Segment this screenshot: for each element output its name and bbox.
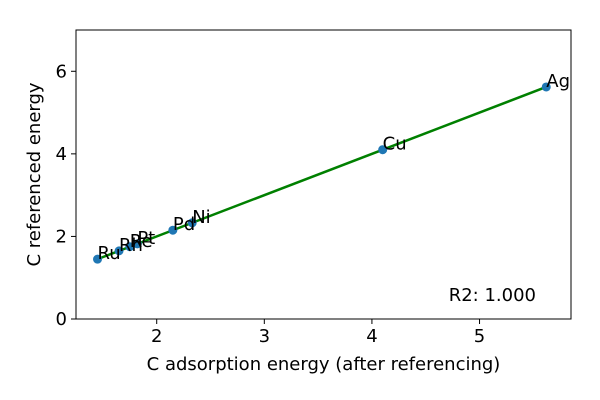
y-tick-label: 0 bbox=[56, 309, 67, 330]
point-label-ag: Ag bbox=[546, 71, 570, 92]
x-tick-label: 5 bbox=[474, 326, 485, 347]
data-point-pd bbox=[168, 225, 178, 235]
data-point-pt bbox=[132, 239, 142, 249]
point-label-ru: Ru bbox=[98, 243, 121, 264]
point-label-ni: Ni bbox=[192, 207, 210, 228]
x-axis-label: C adsorption energy (after referencing) bbox=[147, 354, 501, 375]
point-label-re: Re bbox=[130, 231, 153, 252]
x-ticks: 2 3 4 5 bbox=[151, 319, 485, 347]
point-label-pt: Pt bbox=[137, 228, 155, 249]
fit-line bbox=[97, 85, 547, 261]
x-tick-label: 3 bbox=[259, 326, 270, 347]
plot-frame bbox=[75, 29, 572, 320]
x-tick-label: 4 bbox=[366, 326, 377, 347]
y-ticks: 0 2 4 6 bbox=[56, 61, 76, 330]
point-label-cu: Cu bbox=[383, 134, 407, 155]
data-point-ag bbox=[541, 82, 551, 92]
point-label-pd: Pd bbox=[173, 214, 195, 235]
y-tick-label: 4 bbox=[56, 144, 67, 165]
data-point-rh bbox=[114, 246, 124, 256]
points-layer bbox=[93, 82, 551, 264]
data-point-ni bbox=[187, 218, 197, 228]
y-axis-label: C referenced energy bbox=[24, 82, 45, 266]
x-tick-label: 2 bbox=[151, 326, 162, 347]
data-point-cu bbox=[378, 145, 388, 155]
y-tick-label: 2 bbox=[56, 226, 67, 247]
point-label-rh: Rh bbox=[119, 235, 143, 256]
data-point-ru bbox=[93, 254, 103, 264]
data-point-re bbox=[125, 242, 135, 252]
annotation-r2: R2: 1.000 bbox=[449, 285, 536, 306]
y-tick-label: 6 bbox=[56, 61, 67, 82]
